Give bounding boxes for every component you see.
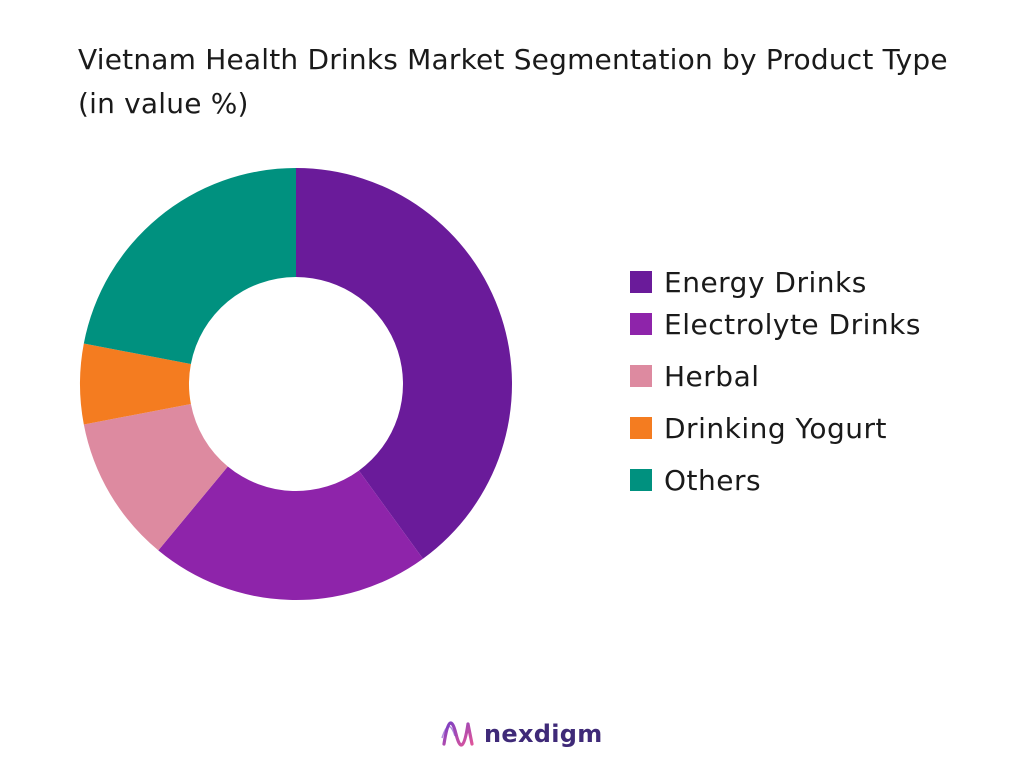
legend-swatch-energy-drinks (630, 271, 652, 293)
legend-item-electrolyte-drinks: Electrolyte Drinks (630, 304, 921, 344)
nexdigm-logo: nexdigm (438, 714, 603, 754)
legend-label-others: Others (664, 463, 762, 497)
legend-label-energy-drinks: Energy Drinks (664, 265, 867, 299)
nexdigm-logo-text: nexdigm (484, 720, 603, 748)
slice-herbal (83, 404, 228, 551)
legend-swatch-others (630, 469, 652, 491)
legend-swatch-electrolyte-drinks (630, 313, 652, 335)
chart-legend: Energy Drinks Electrolyte Drinks Herbal … (630, 262, 921, 512)
slice-drinking-yogurt (79, 343, 191, 425)
legend-label-electrolyte-drinks: Electrolyte Drinks (664, 307, 921, 341)
slice-electrolyte-drinks (158, 466, 423, 600)
legend-item-energy-drinks: Energy Drinks (630, 262, 921, 302)
chart-title-line-1: Vietnam Health Drinks Market Segmentatio… (78, 43, 948, 76)
legend-label-drinking-yogurt: Drinking Yogurt (664, 411, 888, 445)
legend-item-drinking-yogurt: Drinking Yogurt (630, 408, 921, 448)
donut-chart (79, 168, 512, 600)
legend-item-others: Others (630, 460, 921, 500)
legend-swatch-drinking-yogurt (630, 417, 652, 439)
chart-title-line-2: (in value %) (78, 87, 249, 120)
chart-title: Vietnam Health Drinks Market Segmentatio… (78, 38, 1024, 126)
slice-others (83, 168, 296, 364)
nexdigm-logo-icon (441, 721, 474, 747)
legend-label-herbal: Herbal (664, 359, 760, 393)
slice-energy-drinks (296, 168, 512, 559)
legend-item-herbal: Herbal (630, 356, 921, 396)
legend-swatch-herbal (630, 365, 652, 387)
